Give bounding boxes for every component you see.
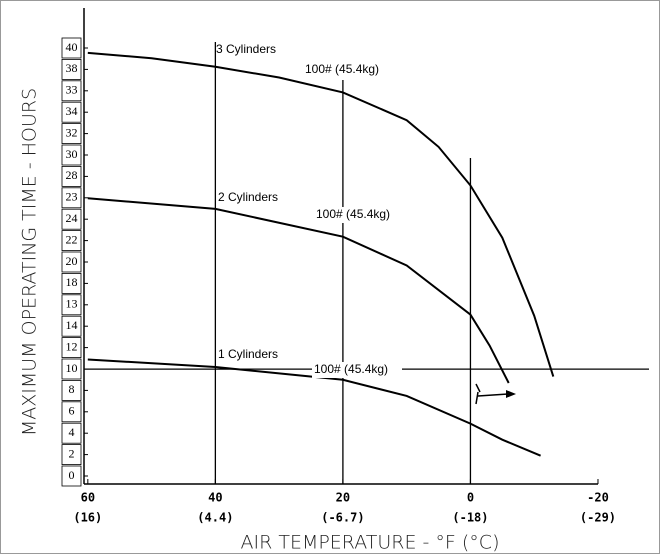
x-secondary-label: (-6.7) bbox=[321, 511, 364, 525]
y-label-box bbox=[61, 272, 82, 294]
y-tick-label: 24 bbox=[66, 211, 78, 225]
y-label-box bbox=[61, 123, 82, 144]
arrow bbox=[475, 383, 509, 405]
y-label-box bbox=[61, 294, 82, 316]
y-tick-label: 12 bbox=[66, 339, 78, 353]
y-label-box bbox=[61, 101, 82, 123]
y-tick-label: 18 bbox=[66, 275, 78, 289]
series-label: 100# (45.4kg) bbox=[305, 62, 379, 76]
y-label-box bbox=[61, 251, 82, 273]
x-tick-label: 20 bbox=[336, 491, 350, 505]
x-tick-label: 40 bbox=[208, 491, 222, 505]
y-tick-label: 38 bbox=[66, 61, 78, 75]
y-tick-label: 32 bbox=[66, 125, 78, 139]
y-tick-label: 14 bbox=[66, 318, 78, 332]
y-tick-label: 20 bbox=[66, 254, 78, 268]
y-tick-label: 13 bbox=[66, 297, 78, 311]
y-tick-label: 30 bbox=[66, 147, 78, 161]
y-label-box bbox=[61, 465, 82, 487]
curve bbox=[87, 197, 510, 384]
y-label-box bbox=[61, 208, 82, 230]
y-label-box bbox=[61, 230, 82, 252]
y-label-box bbox=[61, 358, 82, 380]
y-label-box bbox=[61, 401, 82, 423]
label-bg bbox=[314, 207, 404, 223]
x-axis-title: AIR TEMPERATURE - °F (°C) bbox=[241, 532, 500, 554]
y-label-box bbox=[61, 37, 82, 59]
curve bbox=[87, 358, 541, 457]
y-tick-label: 40 bbox=[66, 40, 78, 54]
label-bg bbox=[312, 362, 402, 378]
x-secondary-label: (16) bbox=[73, 511, 102, 525]
y-label-box bbox=[61, 80, 82, 102]
series-name: 2 Cylinders bbox=[218, 190, 278, 204]
series-label: 100# (45.4kg) bbox=[316, 207, 390, 221]
y-tick-label: 28 bbox=[66, 168, 78, 182]
label-bg bbox=[303, 62, 393, 78]
x-secondary-label: (4.4) bbox=[197, 511, 233, 525]
x-tick-label: 60 bbox=[81, 491, 95, 505]
y-label-box bbox=[61, 444, 82, 466]
y-label-box bbox=[61, 144, 82, 166]
series-name: 3 Cylinders bbox=[216, 42, 276, 56]
x-tick-label: 0 bbox=[467, 491, 474, 505]
y-tick-label: 34 bbox=[66, 104, 78, 118]
y-label-box bbox=[61, 165, 82, 187]
x-tick-label: -20 bbox=[587, 491, 609, 505]
y-label-box bbox=[61, 422, 82, 444]
y-tick-label: 4 bbox=[69, 425, 75, 439]
y-label-box bbox=[61, 337, 82, 359]
y-tick-label: 0 bbox=[69, 468, 75, 482]
series-name: 1 Cylinders bbox=[218, 347, 278, 361]
curve bbox=[87, 51, 555, 377]
y-axis-title: MAXIMUM OPERATING TIME - HOURS bbox=[19, 88, 41, 436]
y-tick-label: 8 bbox=[69, 382, 75, 396]
y-tick-label: 10 bbox=[66, 361, 78, 375]
y-label-box bbox=[61, 59, 82, 80]
x-secondary-label: (-18) bbox=[452, 511, 488, 525]
x-secondary-label: (-29) bbox=[580, 511, 616, 525]
y-label-box bbox=[61, 379, 82, 401]
y-tick-label: 23 bbox=[66, 190, 78, 204]
y-label-box bbox=[61, 315, 82, 337]
y-tick-label: 2 bbox=[69, 446, 75, 460]
y-tick-label: 33 bbox=[66, 83, 78, 97]
y-label-box bbox=[61, 187, 82, 209]
series-label: 100# (45.4kg) bbox=[314, 362, 388, 376]
y-tick-label: 6 bbox=[69, 404, 75, 418]
y-tick-label: 22 bbox=[66, 232, 78, 246]
arrow-head bbox=[506, 390, 516, 398]
